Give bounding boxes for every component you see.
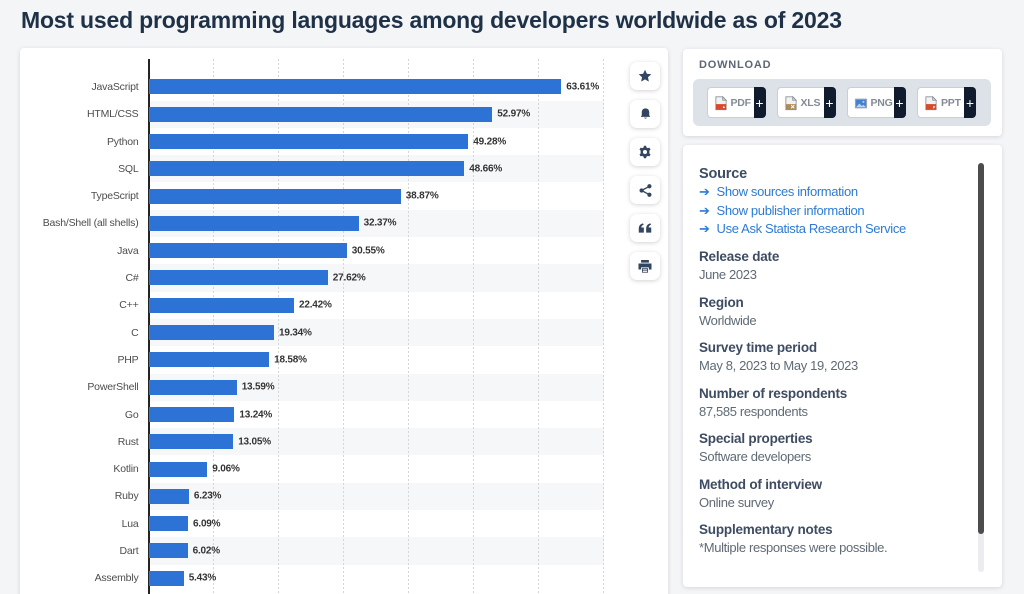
svg-text:P: P [933, 106, 936, 110]
